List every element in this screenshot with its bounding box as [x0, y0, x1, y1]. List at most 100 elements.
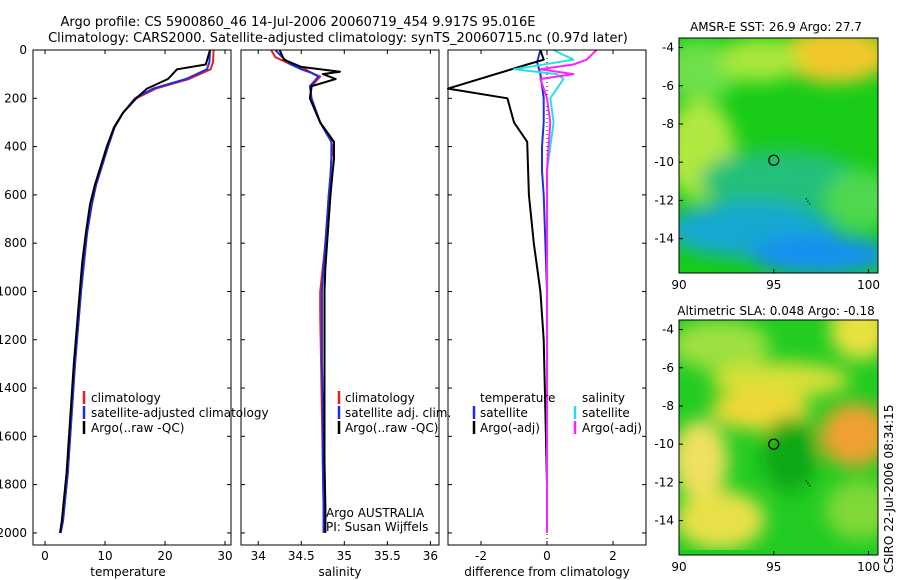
x-tick-label: 30 [217, 549, 232, 563]
x-tick-label: 20 [157, 549, 172, 563]
x-tick-label: 2 [609, 549, 617, 563]
map-y-tick-label: -10 [654, 155, 674, 169]
series-argo-raw-qc [59, 49, 211, 534]
map-y-tick-label: -12 [654, 475, 674, 489]
y-tick-label: 800 [4, 236, 27, 250]
salinity-legend: climatology satellite adj. clim. Argo(..… [337, 391, 451, 435]
map-y-tick-label: -4 [662, 41, 674, 55]
map-y-tick-label: -8 [662, 399, 674, 413]
series-temperature-argo-adj [447, 49, 548, 533]
x-tick-label: 36 [423, 549, 438, 563]
x-tick-label: 10 [97, 549, 112, 563]
sst-map-ticks: 90 95 100 -4 -6 -8 -10 -12 -14 [654, 41, 880, 292]
legend-label-satellite-adjusted: satellite adj. clim. [345, 406, 451, 420]
sla-map-field [679, 320, 878, 555]
sst-map-frame [678, 37, 879, 274]
legend-label-climatology: climatology [91, 391, 161, 405]
float-position-marker [768, 438, 780, 450]
figure-title-line2: Climatology: CARS2000. Satellite-adjuste… [48, 31, 628, 46]
map-x-tick-label: 90 [671, 278, 686, 292]
x-tick-label: 35.5 [374, 549, 401, 563]
y-tick-label: 400 [4, 140, 27, 154]
temperature-panel: 0 10 20 30 0 200 400 600 800 1000 1200 1400 1600 1800… [0, 43, 269, 579]
legend-group-salinity-title: salinity [582, 391, 625, 405]
series-satellite-adjusted-climatology [59, 49, 211, 534]
salinity-plot-frame [240, 49, 440, 546]
y-tick-label: 600 [4, 188, 27, 202]
x-tick-label: -2 [475, 549, 487, 563]
y-tick-label: 1400 [0, 381, 27, 395]
map-x-tick-label: 95 [766, 278, 781, 292]
legend-label-satellite-adjusted: satellite-adjusted climatology [91, 406, 269, 420]
legend-label-argo: Argo(..raw -QC) [91, 421, 184, 435]
series-satellite-adj-clim [274, 49, 333, 533]
legend-label-salinity-satellite: satellite [582, 406, 630, 420]
salinity-panel: 34 34.5 35 35.5 36 salinity climatology sate… [240, 49, 451, 579]
map-x-tick-label: 100 [857, 560, 880, 574]
float-track [805, 480, 811, 487]
sst-map-panel: AMSR-E SST: 26.9 Argo: 27.7 90 95 100 -4 -6 -… [654, 20, 880, 292]
difference-plot-frame [447, 49, 647, 546]
legend-label-argo: Argo(..raw -QC) [345, 421, 438, 435]
y-tick-label: 1000 [0, 284, 27, 298]
sst-map-blobs [679, 38, 878, 273]
map-x-tick-label: 100 [857, 278, 880, 292]
map-y-tick-label: -6 [662, 79, 674, 93]
temperature-series [59, 49, 215, 534]
map-y-tick-label: -14 [654, 232, 674, 246]
map-y-tick-label: -12 [654, 193, 674, 207]
salinity-ticks: 34 34.5 35 35.5 36 [241, 49, 439, 563]
y-tick-label: 2000 [0, 526, 27, 540]
map-x-tick-label: 95 [766, 560, 781, 574]
legend-label-salinity-argo: Argo(-adj) [582, 421, 642, 435]
pi-credit: PI: Susan Wijffels [326, 520, 428, 534]
figure-title-line1: Argo profile: CS 5900860_46 14-Jul-2006 … [61, 15, 536, 30]
sla-map-marks [768, 438, 811, 487]
legend-label-temperature-argo: Argo(-adj) [480, 421, 540, 435]
series-salinity-argo-adj [539, 49, 598, 533]
series-argo-raw-qc [278, 49, 341, 533]
legend-label-temperature-satellite: satellite [480, 406, 528, 420]
x-tick-label: 0 [543, 549, 551, 563]
map-y-tick-label: -4 [662, 323, 674, 337]
salinity-axis-label: salinity [318, 565, 361, 579]
x-tick-label: 35 [337, 549, 352, 563]
y-tick-label: 1600 [0, 429, 27, 443]
series-climatology [59, 49, 215, 534]
temperature-ticks: 0 10 20 30 0 200 400 600 800 1000 1200 1400 1600 1800… [0, 43, 233, 563]
map-x-tick-label: 90 [671, 560, 686, 574]
sla-map-frame [678, 319, 879, 556]
sla-map-blobs [679, 320, 878, 550]
difference-panel: -2 0 2 difference from climatology tempera… [447, 49, 647, 579]
float-position-marker [768, 154, 780, 166]
y-tick-label: 1200 [0, 333, 27, 347]
difference-series [447, 49, 598, 545]
map-y-tick-label: -14 [654, 514, 674, 528]
sla-map-panel: Altimetric SLA: 0.048 Argo: -0.18 90 95 10… [654, 304, 880, 574]
x-tick-label: 34 [251, 549, 266, 563]
sst-map-marks [768, 154, 811, 205]
temperature-axis-label: temperature [90, 565, 165, 579]
temperature-plot-frame [32, 49, 232, 546]
sst-map-field [679, 38, 878, 273]
legend-group-temperature-title: temperature [480, 391, 555, 405]
program-credit: Argo AUSTRALIA [326, 506, 425, 520]
float-track [805, 198, 811, 205]
difference-legend: temperature satellite Argo(-adj) salinit… [472, 391, 642, 435]
y-tick-label: 1800 [0, 478, 27, 492]
csiro-timestamp: CSIRO 22-Jul-2006 08:34:15 [882, 405, 896, 573]
map-y-tick-label: -10 [654, 437, 674, 451]
sst-map-title: AMSR-E SST: 26.9 Argo: 27.7 [690, 20, 862, 34]
temperature-legend: climatology satellite-adjusted climatolo… [82, 391, 269, 435]
map-y-tick-label: -6 [662, 361, 674, 375]
salinity-series [270, 49, 341, 533]
difference-axis-label: difference from climatology [464, 565, 630, 579]
y-tick-label: 200 [4, 91, 27, 105]
sla-map-title: Altimetric SLA: 0.048 Argo: -0.18 [677, 304, 874, 318]
x-tick-label: 0 [41, 549, 49, 563]
x-tick-label: 34.5 [288, 549, 315, 563]
y-tick-label: 0 [19, 43, 27, 57]
sla-map-ticks: 90 95 100 -4 -6 -8 -10 -12 -14 [654, 323, 880, 574]
map-y-tick-label: -8 [662, 117, 674, 131]
